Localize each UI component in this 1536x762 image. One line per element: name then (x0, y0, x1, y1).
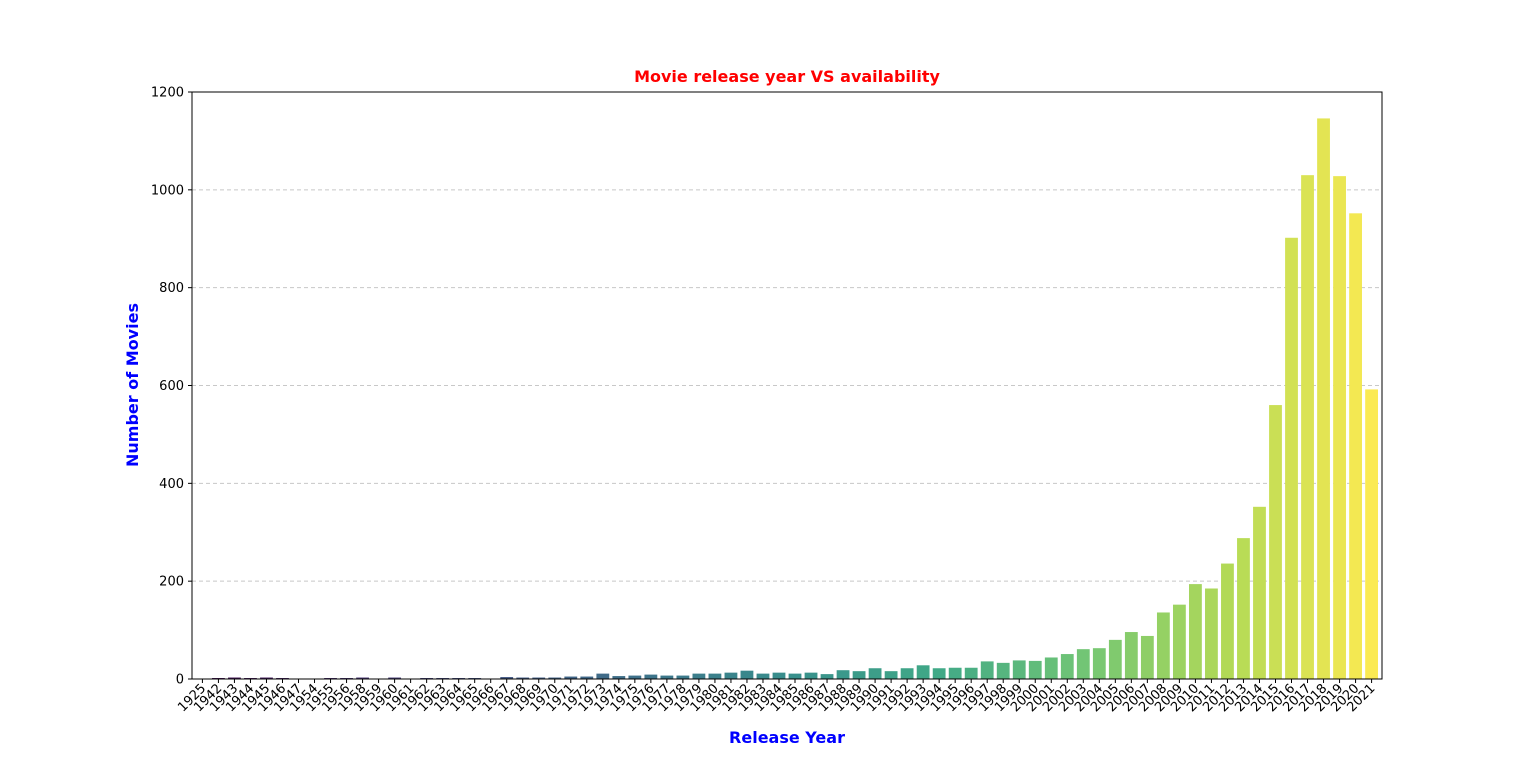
bar-1960 (388, 677, 402, 679)
bar-1985 (788, 673, 802, 679)
bar-1989 (852, 671, 866, 679)
bar-1943 (228, 677, 241, 679)
bar-1969 (532, 677, 546, 679)
grid-lines (192, 91, 1382, 680)
bar-2000 (1028, 660, 1042, 679)
bar-1998 (996, 662, 1010, 679)
bar-2008 (1156, 612, 1170, 679)
bar-1982 (740, 670, 754, 679)
y-tick-label: 0 (176, 673, 184, 688)
bar-1968 (516, 677, 530, 679)
bar-1986 (804, 672, 818, 679)
bar-1978 (676, 675, 690, 679)
bar-1970 (548, 677, 562, 679)
bar-1983 (756, 673, 770, 679)
bar-1976 (644, 674, 658, 679)
y-tick-label: 1200 (151, 86, 184, 101)
y-axis-label: Number of Movies (123, 303, 142, 467)
bar-2015 (1269, 405, 1282, 679)
x-axis-label: Release Year (729, 728, 845, 747)
bar-1990 (868, 668, 882, 679)
bar-1995 (948, 667, 962, 679)
y-tick-label: 800 (159, 281, 184, 296)
bar-2010 (1189, 584, 1202, 679)
bar-2003 (1076, 649, 1090, 679)
bar-1996 (964, 667, 978, 679)
bar-2001 (1044, 657, 1058, 679)
bar-1971 (564, 676, 578, 679)
bar-1967 (500, 677, 514, 679)
bar-2012 (1221, 563, 1234, 679)
y-tick-label: 400 (159, 477, 184, 492)
bar-1988 (836, 670, 850, 679)
bar-2020 (1349, 213, 1362, 679)
bar-2011 (1205, 588, 1218, 679)
bar-1984 (772, 672, 786, 679)
bar-1977 (660, 675, 674, 679)
bar-1974 (612, 676, 626, 679)
bars (196, 118, 1378, 680)
bar-2017 (1301, 175, 1314, 679)
bar-2007 (1140, 635, 1154, 679)
bar-2009 (1172, 604, 1186, 679)
bar-1975 (628, 675, 642, 679)
bar-1981 (724, 672, 738, 679)
bar-1980 (708, 673, 722, 679)
bar-1979 (692, 673, 706, 679)
y-tick-label: 200 (159, 575, 184, 590)
bar-2018 (1317, 118, 1330, 680)
bar-1994 (932, 668, 946, 679)
bar-2006 (1124, 632, 1138, 679)
bar-1997 (980, 661, 994, 679)
bar-1945 (260, 677, 273, 679)
y-tick-label: 600 (159, 379, 184, 394)
y-axis-ticks: 0 200 400 600 800 1000 1200 (151, 86, 192, 688)
bar-2021 (1365, 389, 1378, 679)
x-axis-ticks: 1925194219431944194519461947195419551956… (175, 679, 1378, 715)
bar-2002 (1060, 654, 1074, 679)
bar-2014 (1253, 506, 1266, 679)
y-tick-label: 1000 (151, 183, 184, 198)
bar-1992 (900, 668, 914, 679)
bar-2013 (1237, 538, 1250, 679)
bar-2004 (1092, 648, 1106, 679)
bar-2016 (1285, 237, 1298, 679)
bar-1993 (916, 665, 930, 679)
bar-2005 (1108, 639, 1122, 679)
bar-1958 (356, 677, 369, 679)
chart-title: Movie release year VS availability (634, 67, 940, 86)
bar-1991 (884, 671, 898, 679)
bar-1973 (596, 673, 610, 679)
bar-1972 (580, 676, 594, 679)
bar-1987 (820, 674, 834, 679)
bar-2019 (1333, 176, 1346, 679)
bar-1999 (1012, 660, 1026, 679)
